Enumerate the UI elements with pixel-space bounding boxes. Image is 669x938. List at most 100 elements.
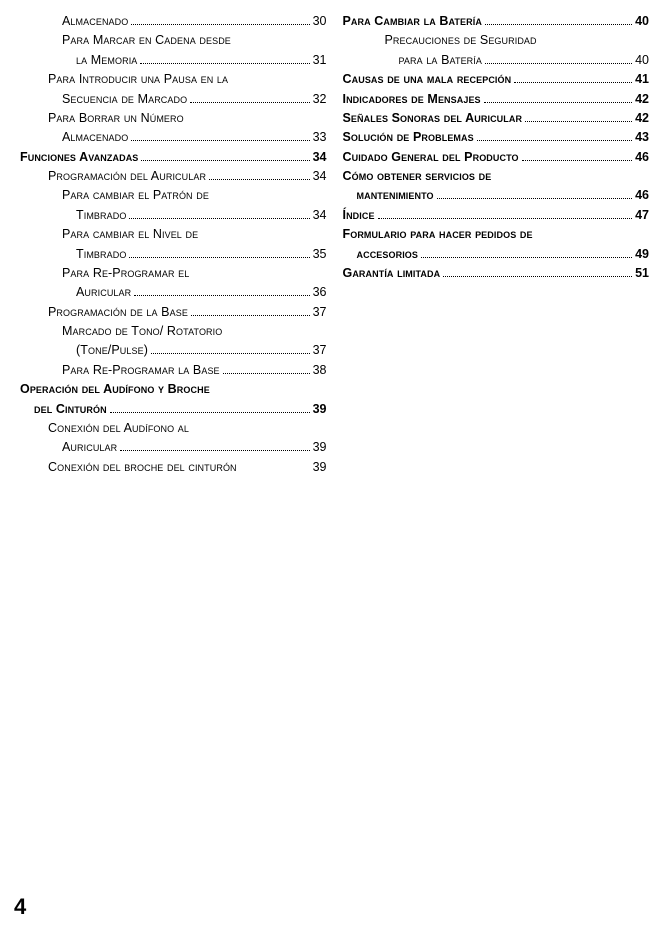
toc-leader-dots [129,257,309,258]
toc-label: Indicadores de Mensajes [343,90,481,109]
toc-leader-dots [190,102,309,103]
toc-label: Señales Sonoras del Auricular [343,109,523,128]
toc-row: Para Borrar un Número [20,109,327,128]
toc-page: 33 [313,128,327,147]
toc-page: 47 [635,206,649,225]
toc-label: Secuencia de Marcado [62,90,187,109]
toc-page: 35 [313,245,327,264]
toc-page: 40 [635,51,649,70]
page-number: 4 [14,894,26,920]
toc-label: Programación de la Base [48,303,188,322]
toc-row: Auricular39 [20,438,327,457]
toc-label: Para cambiar el Nivel de [62,225,198,244]
toc-label: (Tone/Pulse) [76,341,148,360]
toc-page: 32 [313,90,327,109]
toc-label: Para Re-Programar la Base [62,361,220,380]
toc-leader-dots [477,140,632,141]
toc-page: 40 [635,12,649,31]
toc-label: la Memoria [76,51,137,70]
toc-leader-dots [443,276,632,277]
toc-leader-dots [134,295,309,296]
toc-row: Conexión del Audífono al [20,419,327,438]
toc-row: la Memoria 31 [20,51,327,70]
toc-label: Conexión del Audífono al [48,419,189,438]
toc-row: Almacenado30 [20,12,327,31]
toc-leader-dots [378,218,633,219]
toc-row: Índice 47 [343,206,650,225]
toc-row: Marcado de Tono/ Rotatorio [20,322,327,341]
toc-row: Auricular36 [20,283,327,302]
toc-leader-dots [120,450,309,451]
toc-row: Para Re-Programar el [20,264,327,283]
toc-page: 34 [313,206,327,225]
toc-row: Solución de Problemas 43 [343,128,650,147]
toc-label: Garantía limitada [343,264,441,283]
toc-page: 38 [313,361,327,380]
toc-leader-dots [129,218,309,219]
toc-page: 51 [635,264,649,283]
toc-leader-dots [141,160,309,161]
toc-page: 31 [313,51,327,70]
toc-page: 43 [635,128,649,147]
toc-label: Marcado de Tono/ Rotatorio [62,322,222,341]
toc-label: Almacenado [62,128,128,147]
toc-leader-dots [514,82,632,83]
toc-leader-dots [223,373,310,374]
toc-row: Programación del Auricular34 [20,167,327,186]
toc-right-column: Para Cambiar la Batería 40 Precauciones de… [343,12,650,477]
toc-page: 39 [313,400,327,419]
toc-label: Conexión del broche del cinturón [48,458,237,477]
toc-row: Cuidado General del Producto 46 [343,148,650,167]
toc-label: Para Marcar en Cadena desde [62,31,231,50]
toc-label: Funciones Avanzadas [20,148,138,167]
toc-label: accesorios [357,245,419,264]
toc-page: 46 [635,186,649,205]
toc-leader-dots [522,160,632,161]
toc-row: Programación de la Base 37 [20,303,327,322]
toc-leader-dots [110,412,310,413]
toc-row: Para cambiar el Nivel de [20,225,327,244]
toc-label: Timbrado [76,206,126,225]
toc-row: Señales Sonoras del Auricular42 [343,109,650,128]
toc-label: Para Introducir una Pausa en la [48,70,228,89]
toc-row: Timbrado 34 [20,206,327,225]
toc-label: del Cinturón [34,400,107,419]
toc-leader-dots [485,24,632,25]
toc-leader-dots [209,179,310,180]
toc-row: Almacenado 33 [20,128,327,147]
toc-row: Conexión del broche del cinturón 39 [20,458,327,477]
toc-label: Solución de Problemas [343,128,474,147]
toc-row: Para Re-Programar la Base 38 [20,361,327,380]
toc-left-column: Almacenado30Para Marcar en Cadena desdel… [20,12,327,477]
toc-columns: Almacenado30Para Marcar en Cadena desdel… [0,0,669,477]
toc-row: Cómo obtener servicios de [343,167,650,186]
toc-row: Precauciones de Seguridad [343,31,650,50]
toc-leader-dots [140,63,309,64]
toc-leader-dots [191,315,310,316]
toc-page: 37 [313,303,327,322]
toc-label: para la Batería [399,51,482,70]
toc-page: 42 [635,90,649,109]
toc-row: (Tone/Pulse)37 [20,341,327,360]
toc-leader-dots [525,121,632,122]
toc-row: accesorios49 [343,245,650,264]
toc-row: Timbrado35 [20,245,327,264]
toc-row: Formulario para hacer pedidos de [343,225,650,244]
toc-label: Auricular [62,438,117,457]
toc-label: Almacenado [62,12,128,31]
toc-leader-dots [421,257,632,258]
toc-row: para la Batería 40 [343,51,650,70]
toc-row: Para cambiar el Patrón de [20,186,327,205]
toc-row: Indicadores de Mensajes 42 [343,90,650,109]
toc-row: Para Marcar en Cadena desde [20,31,327,50]
toc-label: Para Cambiar la Batería [343,12,482,31]
toc-label: Formulario para hacer pedidos de [343,225,533,244]
toc-label: Cuidado General del Producto [343,148,519,167]
toc-row: Operación del Audífono y Broche [20,380,327,399]
toc-label: Precauciones de Seguridad [385,31,537,50]
toc-page: 39 [313,458,327,477]
toc-leader-dots [485,63,632,64]
toc-leader-dots [484,102,632,103]
toc-page: 46 [635,148,649,167]
toc-label: Índice [343,206,375,225]
